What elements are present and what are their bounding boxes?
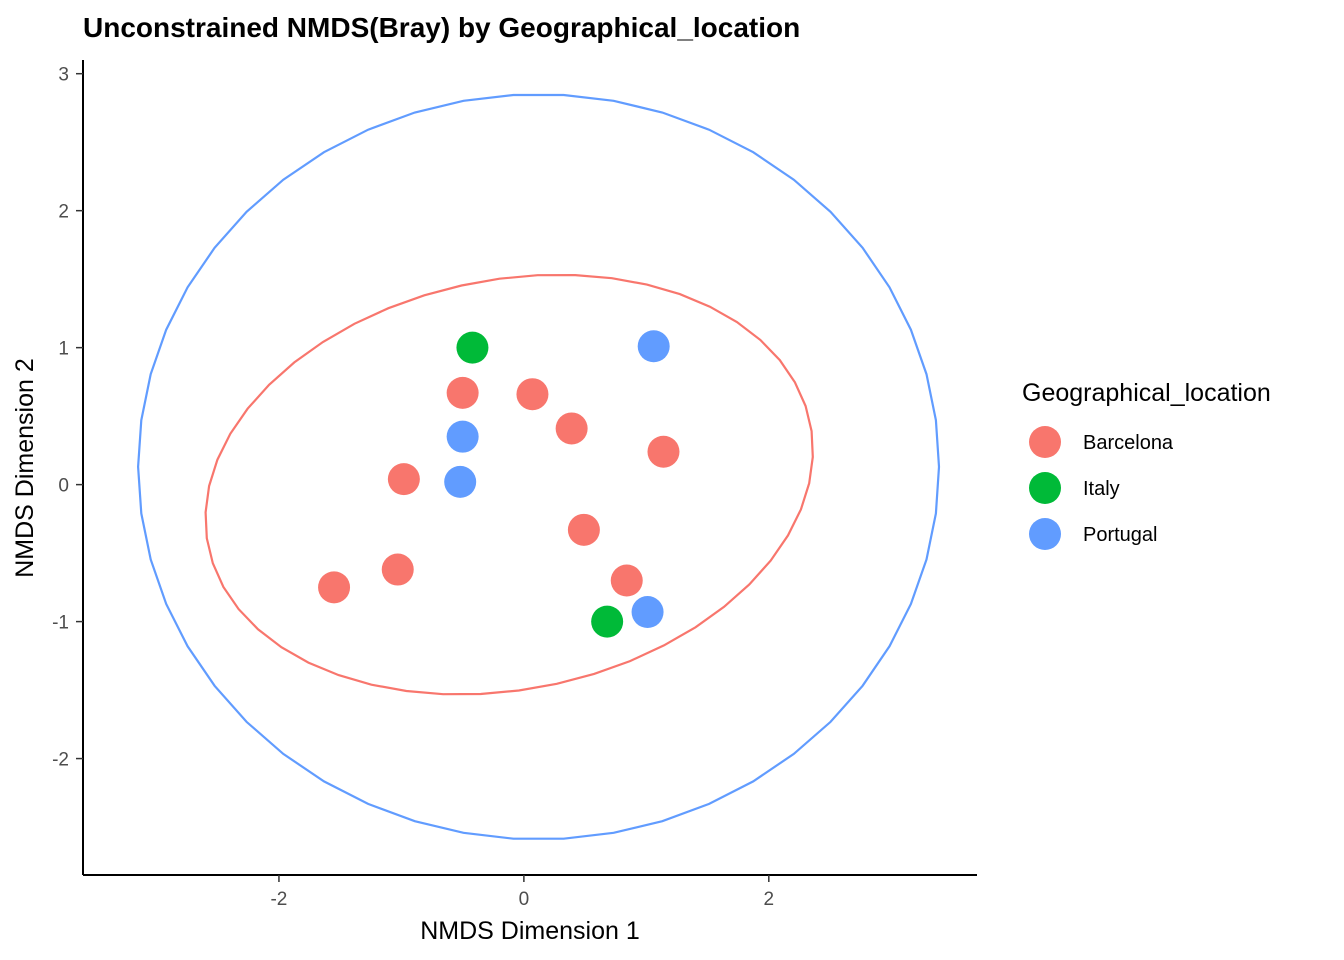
point-barcelona — [610, 564, 643, 597]
legend-title: Geographical_location — [1022, 379, 1271, 407]
point-portugal — [631, 596, 664, 629]
x-tick-label: 2 — [764, 889, 775, 910]
y-tick-label: -1 — [52, 613, 69, 634]
y-axis-title: NMDS Dimension 2 — [11, 358, 39, 578]
y-tick-label: 3 — [58, 65, 69, 86]
point-barcelona — [647, 435, 680, 468]
y-tick-label: -2 — [52, 750, 69, 771]
point-barcelona — [516, 378, 549, 411]
point-barcelona — [318, 571, 351, 604]
ellipse-portugal — [136, 93, 941, 840]
legend-label-italy: Italy — [1083, 478, 1120, 500]
chart-title: Unconstrained NMDS(Bray) by Geographical… — [83, 12, 800, 43]
x-tick-label: -2 — [270, 889, 287, 910]
x-axis-title: NMDS Dimension 1 — [420, 917, 640, 945]
legend-label-portugal: Portugal — [1083, 524, 1158, 546]
point-barcelona — [446, 376, 479, 409]
point-portugal — [446, 420, 479, 453]
y-tick-label: 0 — [58, 476, 69, 497]
legend-label-barcelona: Barcelona — [1083, 432, 1174, 454]
point-italy — [456, 331, 489, 364]
ellipse-barcelona — [204, 273, 814, 696]
legend-key-portugal — [1029, 518, 1061, 550]
y-tick-label: 1 — [58, 339, 69, 360]
legend-key-barcelona — [1029, 426, 1061, 458]
legend: Geographical_location Barcelona Italy Port… — [1022, 379, 1271, 550]
ellipse-layer — [136, 93, 941, 840]
legend-items: Barcelona Italy Portugal — [1029, 426, 1174, 550]
legend-key-italy — [1029, 472, 1061, 504]
x-tick-label: 0 — [519, 889, 530, 910]
point-barcelona — [387, 463, 420, 496]
point-portugal — [637, 330, 670, 363]
axes — [82, 60, 977, 876]
point-barcelona — [381, 553, 414, 586]
point-barcelona — [555, 412, 588, 445]
point-portugal — [444, 465, 477, 498]
y-tick-label: 2 — [58, 202, 69, 223]
point-italy — [591, 605, 624, 638]
points-layer — [318, 330, 680, 638]
point-barcelona — [567, 513, 600, 546]
y-ticks: -2 -1 0 1 2 3 — [52, 65, 83, 771]
x-ticks: -2 0 2 — [270, 875, 774, 910]
